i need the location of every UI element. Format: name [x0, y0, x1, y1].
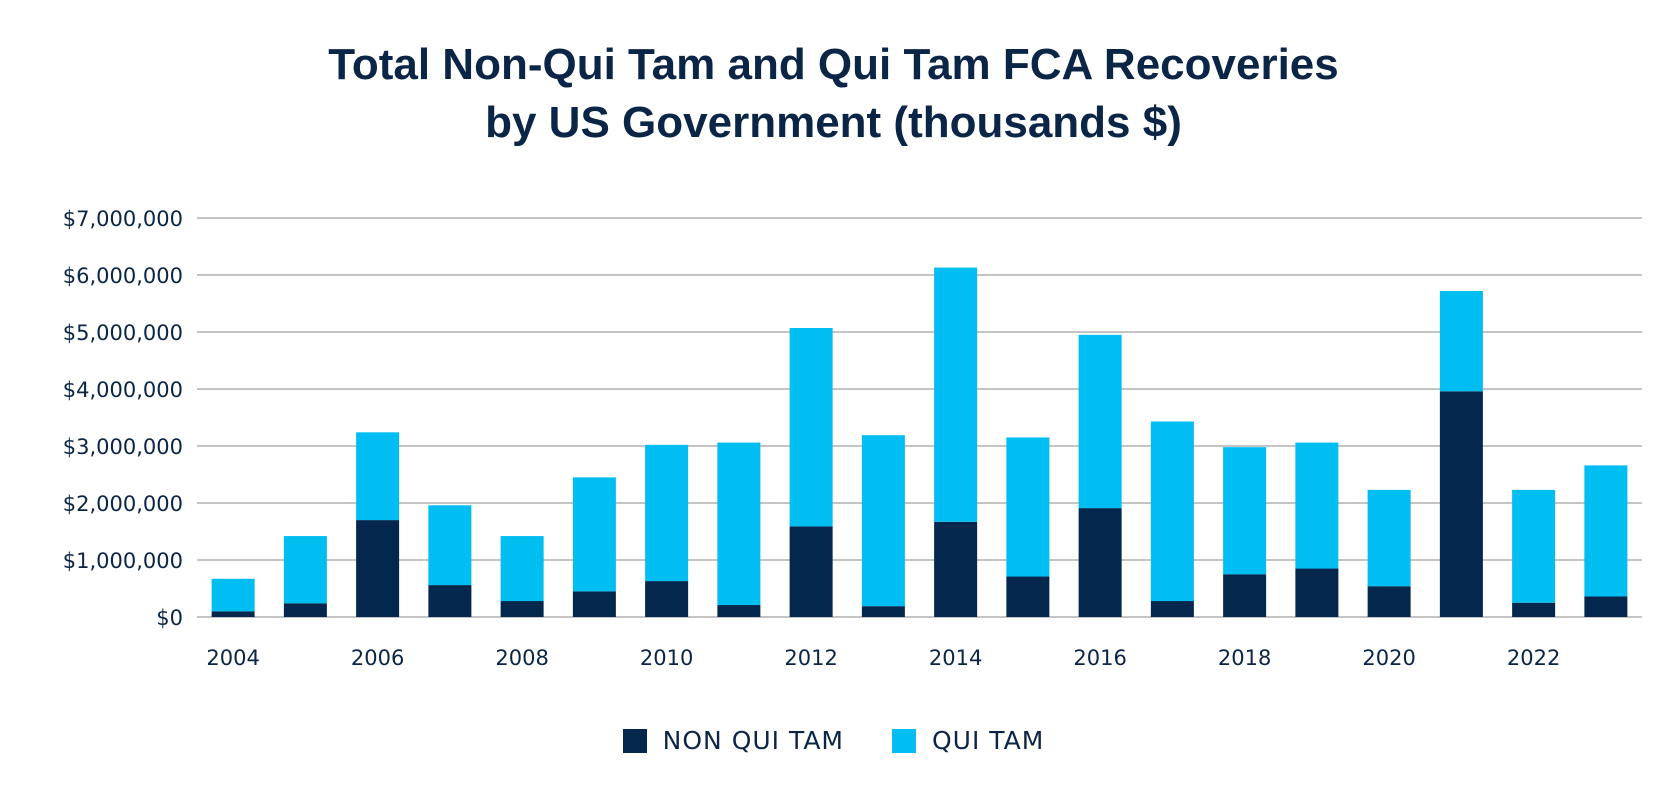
x-tick-label: 2016: [1073, 646, 1126, 670]
chart-title-line-2: by US Government (thousands $): [485, 98, 1182, 147]
y-tick-label: $2,000,000: [63, 492, 183, 516]
bar-qui-tam-2023: [1584, 465, 1628, 597]
bar-non-qui-tam-2013: [861, 606, 905, 617]
x-tick-label: 2008: [495, 646, 548, 670]
bar-qui-tam-2005: [283, 536, 327, 604]
bar-qui-tam-2019: [1295, 442, 1339, 569]
bar-qui-tam-2020: [1367, 489, 1411, 587]
bar-non-qui-tam-2009: [572, 591, 616, 617]
bar-non-qui-tam-2007: [428, 585, 472, 617]
bar-non-qui-tam-2016: [1078, 508, 1122, 617]
bar-qui-tam-2021: [1439, 290, 1483, 392]
x-tick-label: 2010: [640, 646, 693, 670]
y-tick-label: $0: [156, 606, 183, 630]
bar-qui-tam-2016: [1078, 334, 1122, 509]
y-tick-label: $7,000,000: [63, 207, 183, 231]
y-tick-label: $6,000,000: [63, 264, 183, 288]
bar-non-qui-tam-2005: [283, 603, 327, 617]
bar-non-qui-tam-2023: [1584, 596, 1628, 617]
legend-swatch-qui-tam: [892, 728, 916, 753]
legend-item-qui-tam: QUI TAM: [892, 726, 1044, 755]
bar-non-qui-tam-2022: [1512, 602, 1556, 617]
bar-non-qui-tam-2004: [211, 611, 255, 617]
bar-qui-tam-2007: [428, 505, 472, 586]
x-tick-label: 2012: [784, 646, 837, 670]
bar-qui-tam-2022: [1512, 489, 1556, 603]
bar-non-qui-tam-2018: [1223, 574, 1267, 617]
bar-non-qui-tam-2011: [717, 605, 761, 617]
legend-item-non-qui-tam: NON QUI TAM: [622, 726, 844, 755]
x-tick-label: 2022: [1507, 646, 1560, 670]
bar-qui-tam-2013: [861, 435, 905, 607]
x-tick-label: 2006: [351, 646, 404, 670]
bar-non-qui-tam-2015: [1006, 576, 1050, 617]
bar-non-qui-tam-2014: [934, 521, 978, 617]
legend-label-qui-tam: QUI TAM: [932, 726, 1045, 755]
bar-qui-tam-2017: [1150, 421, 1194, 602]
legend: NON QUI TAM QUI TAM: [0, 726, 1667, 755]
bar-non-qui-tam-2019: [1295, 568, 1339, 617]
bar-qui-tam-2008: [500, 536, 544, 602]
y-tick-label: $4,000,000: [63, 378, 183, 402]
y-tick-label: $3,000,000: [63, 435, 183, 459]
bar-qui-tam-2012: [789, 328, 833, 527]
y-tick-label: $1,000,000: [63, 549, 183, 573]
bar-qui-tam-2014: [934, 267, 978, 522]
x-tick-label: 2018: [1218, 646, 1271, 670]
bar-non-qui-tam-2010: [645, 581, 689, 617]
x-tick-label: 2014: [929, 646, 982, 670]
bar-qui-tam-2018: [1223, 447, 1267, 575]
bar-non-qui-tam-2020: [1367, 586, 1411, 617]
chart-title-line-1: Total Non-Qui Tam and Qui Tam FCA Recove…: [328, 40, 1339, 89]
y-tick-label: $5,000,000: [63, 321, 183, 345]
bar-qui-tam-2006: [356, 432, 400, 521]
bar-qui-tam-2010: [645, 444, 689, 582]
bar-qui-tam-2011: [717, 442, 761, 606]
legend-label-non-qui-tam: NON QUI TAM: [662, 726, 844, 755]
x-tick-label: 2020: [1362, 646, 1415, 670]
x-tick-label: 2004: [206, 646, 259, 670]
legend-swatch-non-qui-tam: [622, 728, 647, 753]
bar-non-qui-tam-2012: [789, 526, 833, 617]
bar-qui-tam-2004: [211, 578, 255, 612]
bar-non-qui-tam-2008: [500, 601, 544, 617]
bar-qui-tam-2009: [572, 477, 616, 592]
bar-non-qui-tam-2021: [1439, 391, 1483, 617]
bar-non-qui-tam-2006: [356, 520, 400, 617]
bar-qui-tam-2015: [1006, 437, 1050, 577]
bar-non-qui-tam-2017: [1150, 601, 1194, 617]
